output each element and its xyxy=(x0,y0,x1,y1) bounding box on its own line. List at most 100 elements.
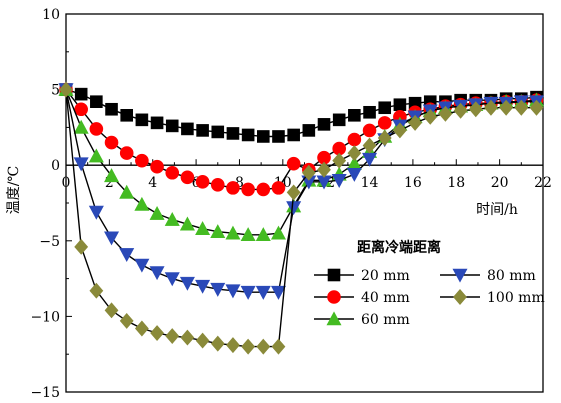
data-point xyxy=(210,282,226,297)
data-point xyxy=(317,161,331,178)
data-point xyxy=(514,99,529,116)
data-point xyxy=(134,196,150,211)
data-point xyxy=(348,109,361,122)
legend-label: 60 mm xyxy=(361,312,410,328)
data-point xyxy=(286,184,301,201)
data-point xyxy=(104,168,120,183)
y-tick-label: 5 xyxy=(51,83,60,99)
data-point xyxy=(179,216,195,231)
data-point xyxy=(241,338,256,355)
data-point xyxy=(499,99,514,116)
data-point xyxy=(257,130,270,143)
legend-entry: 40 mm xyxy=(314,290,410,306)
y-tick-label: 10 xyxy=(42,7,60,23)
plot-area xyxy=(65,13,544,393)
data-point xyxy=(270,285,286,300)
data-point xyxy=(484,99,498,116)
data-point xyxy=(256,182,271,197)
data-point xyxy=(393,98,407,112)
data-point xyxy=(88,205,104,220)
y-tick-label: −5 xyxy=(39,234,60,250)
data-point xyxy=(272,130,285,143)
data-point xyxy=(210,224,226,239)
y-axis: 10 5 0 −5 −10 −15 xyxy=(30,7,72,401)
data-point xyxy=(180,329,195,346)
series-layer xyxy=(58,81,544,355)
data-point xyxy=(271,181,286,195)
y-tick-label: −10 xyxy=(30,309,60,325)
data-point xyxy=(134,320,149,337)
x-tick-label: 8 xyxy=(235,175,244,191)
data-point xyxy=(165,328,180,345)
series-60-mm xyxy=(58,81,544,242)
data-point xyxy=(317,118,331,131)
legend-marker xyxy=(453,289,467,305)
data-point xyxy=(393,122,407,139)
data-point xyxy=(468,101,483,118)
x-tick-label: 0 xyxy=(62,175,71,191)
data-point xyxy=(134,258,150,273)
data-point xyxy=(104,302,119,319)
data-point xyxy=(438,105,453,122)
data-point xyxy=(255,227,271,242)
data-point xyxy=(271,338,286,355)
data-point xyxy=(119,312,134,329)
data-point xyxy=(195,221,211,236)
data-point xyxy=(453,102,468,119)
x-tick-label: 2 xyxy=(105,175,114,191)
data-point xyxy=(225,284,241,299)
data-point xyxy=(286,156,301,171)
data-point xyxy=(378,101,392,115)
data-point xyxy=(226,181,240,195)
y-tick-label: 0 xyxy=(51,158,60,174)
legend-entry: 100 mm xyxy=(440,289,545,306)
data-point xyxy=(90,95,103,108)
data-point xyxy=(73,119,89,134)
x-axis-title: 时间/h xyxy=(476,202,518,218)
data-point xyxy=(104,135,119,150)
series-20-mm xyxy=(59,83,543,143)
data-point xyxy=(408,114,422,131)
data-point xyxy=(347,132,362,147)
data-point xyxy=(211,125,225,139)
data-point xyxy=(226,337,240,354)
data-point xyxy=(150,325,164,341)
legend: 距离冷端距离 20 mm 80 mm 40 mm 100 mm 60 mm xyxy=(314,239,545,328)
x-tick-label: 20 xyxy=(491,175,509,191)
data-point xyxy=(120,109,134,122)
data-point xyxy=(135,153,149,168)
data-point xyxy=(332,113,346,127)
data-point xyxy=(256,338,271,355)
x-tick-label: 18 xyxy=(447,175,465,191)
data-point xyxy=(210,335,225,352)
data-point xyxy=(240,285,256,300)
data-point xyxy=(377,116,392,130)
data-point xyxy=(119,248,135,263)
data-point xyxy=(346,167,362,182)
data-point xyxy=(149,205,165,220)
legend-entry: 80 mm xyxy=(440,268,536,284)
data-point xyxy=(241,182,255,197)
data-point xyxy=(377,130,392,146)
data-point xyxy=(331,174,347,188)
legend-label: 80 mm xyxy=(487,268,536,284)
data-point xyxy=(362,123,377,138)
data-point xyxy=(347,145,362,162)
legend-title: 距离冷端距离 xyxy=(357,239,441,256)
data-point xyxy=(362,137,377,154)
data-point xyxy=(88,148,104,163)
data-point xyxy=(74,102,88,117)
data-point xyxy=(226,127,240,140)
data-point xyxy=(73,157,89,172)
plot-border xyxy=(65,13,544,393)
data-point xyxy=(181,122,194,136)
legend-label: 40 mm xyxy=(361,290,410,306)
data-point xyxy=(165,165,180,180)
series-100-mm xyxy=(59,81,544,355)
data-point xyxy=(270,225,286,240)
legend-marker xyxy=(452,268,468,283)
data-point xyxy=(150,116,164,130)
data-point xyxy=(255,285,271,300)
data-point xyxy=(286,201,302,216)
